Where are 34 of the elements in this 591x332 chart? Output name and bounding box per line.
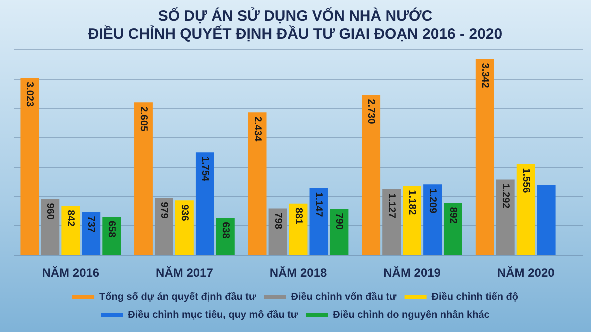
legend-label: Điều chỉnh do nguyên nhân khác	[333, 310, 490, 321]
data-label: 1.292	[500, 184, 511, 210]
data-label: 892	[448, 207, 459, 224]
legend-label: Điều chỉnh mục tiêu, quy mô đầu tư	[128, 310, 299, 321]
data-label: 1.182	[406, 190, 418, 216]
legend-label: Tổng số dự án quyết định đầu tư	[100, 290, 257, 303]
x-tick-label: NĂM 2017	[156, 266, 214, 280]
data-label: 3.023	[24, 82, 36, 108]
chart-title: SỐ DỰ ÁN SỬ DỤNG VỐN NHÀ NƯỚC ĐIỀU CHỈNH QUYẾT ĐỊNH ĐẦU TƯ GIAI ĐOẠN 2016 - 2020	[88, 7, 503, 44]
x-tick-label: NĂM 2020	[497, 266, 556, 280]
data-label: 2.730	[366, 99, 377, 125]
x-tick-label: NĂM 2019	[384, 266, 442, 280]
data-label: 1.209	[427, 188, 438, 214]
data-label: 1.127	[386, 193, 398, 219]
data-label: 798	[272, 212, 284, 230]
x-tick-label: NĂM 2018	[270, 266, 328, 280]
data-label: 881	[292, 208, 304, 225]
data-label: 638	[220, 222, 231, 240]
data-label: 842	[65, 210, 76, 228]
data-label: 1.556	[520, 168, 532, 194]
data-label: 658	[106, 220, 118, 238]
data-label: 1.754	[199, 156, 210, 182]
legend-label: Điều chỉnh vốn đầu tư	[291, 292, 398, 303]
data-label: 737	[86, 216, 97, 234]
data-label: 790	[334, 213, 345, 230]
data-label: 960	[44, 203, 56, 220]
data-label: 2.434	[252, 116, 263, 142]
data-label: 1.147	[313, 192, 324, 218]
data-label: 936	[178, 204, 190, 222]
data-label: 2.605	[138, 106, 149, 132]
data-label: 979	[158, 202, 170, 220]
legend-label: Điều chỉnh tiến độ	[432, 292, 518, 303]
data-label: 3.342	[479, 63, 490, 89]
x-tick-label: NĂM 2016	[42, 266, 100, 280]
